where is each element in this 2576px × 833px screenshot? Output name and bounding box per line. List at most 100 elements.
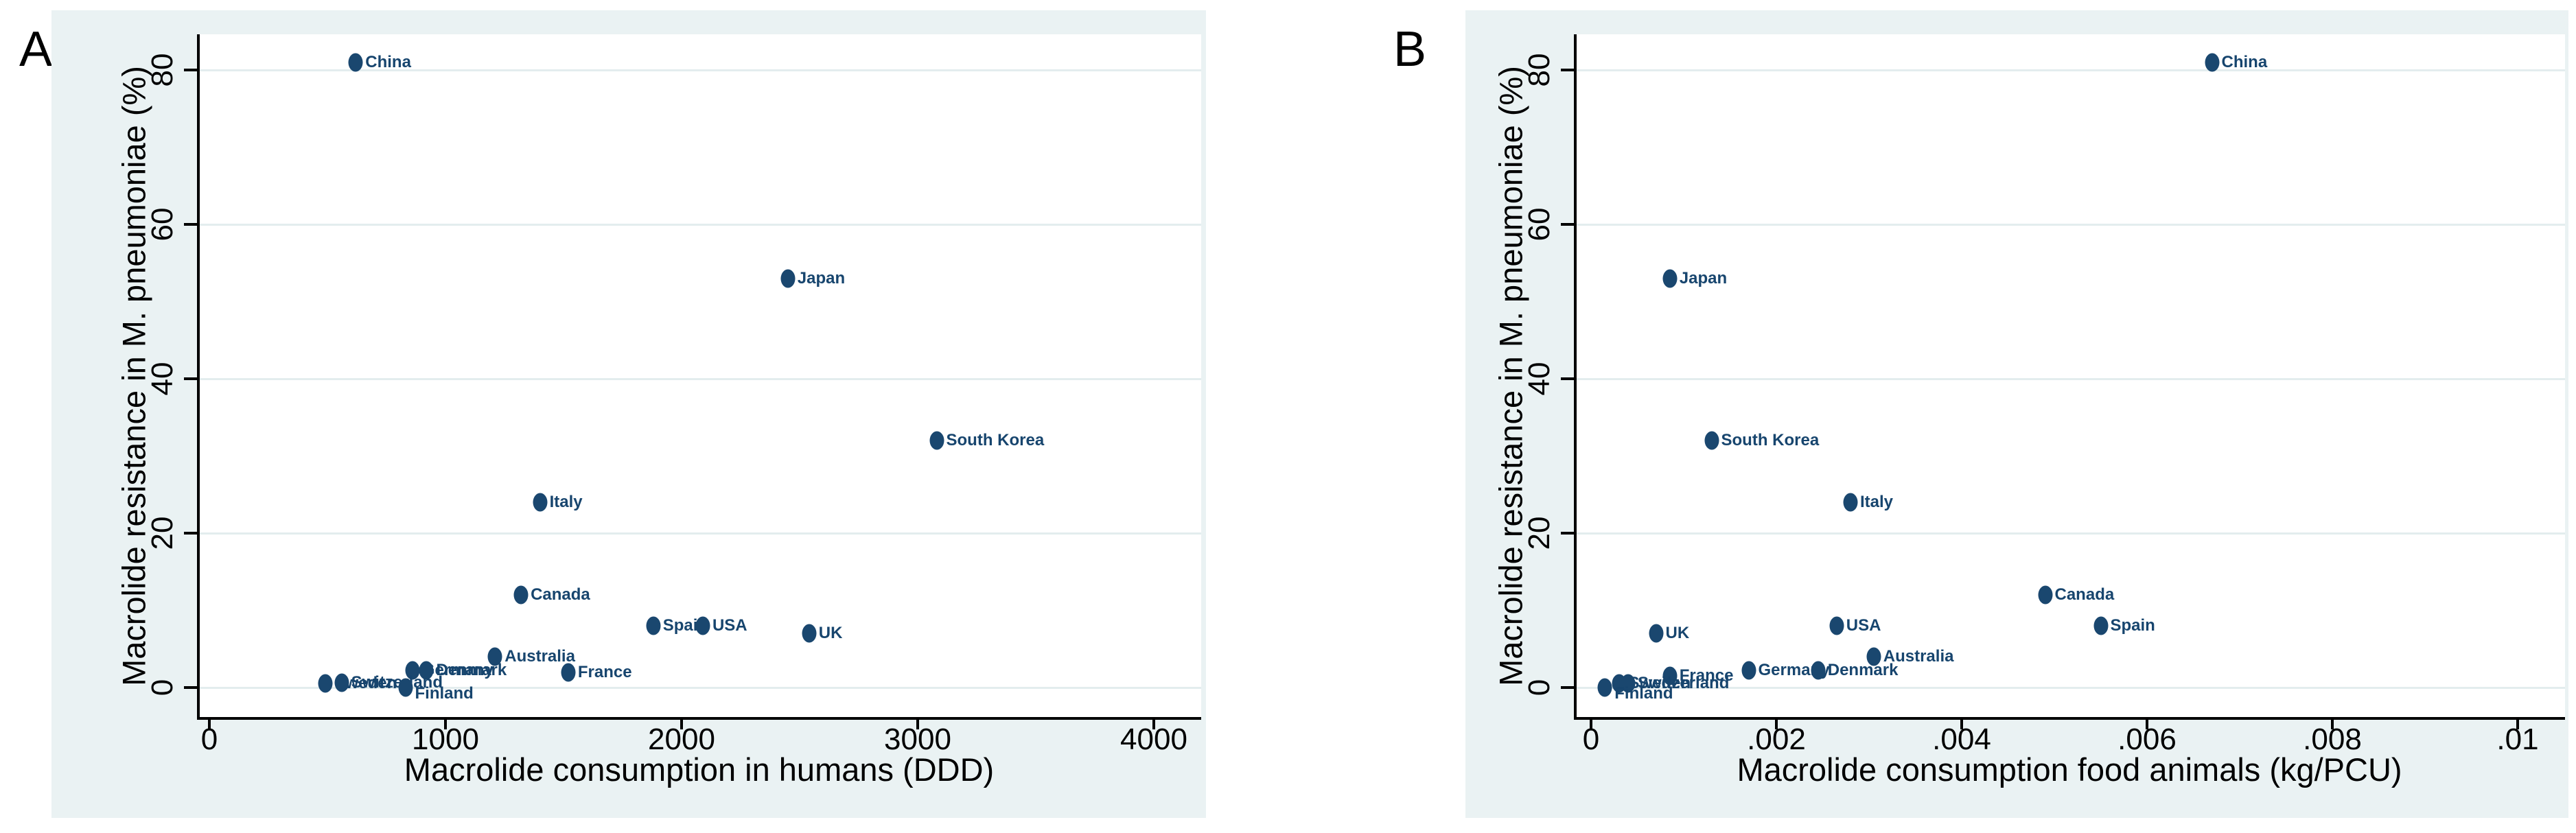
point-label-switzerland: Switzerland <box>1638 674 1730 693</box>
gridline-y-40 <box>1574 378 2565 380</box>
point-south-korea <box>1704 431 1719 450</box>
point-label-france: France <box>1679 666 1734 685</box>
point-germany <box>1741 661 1756 680</box>
x-tick-label-0: 0 <box>1582 723 1600 756</box>
x-tick-0 <box>1590 720 1592 729</box>
x-tick-label-4: .008 <box>2303 723 2362 756</box>
scatter-panel-b: Macrolide consumption food animals (kg/P… <box>1465 10 2568 818</box>
gridline-y-0 <box>1574 687 2565 689</box>
x-tick-label-2: .004 <box>1932 723 1991 756</box>
point-label-japan: Japan <box>1679 268 1728 288</box>
point-usa <box>695 616 710 635</box>
gridline-y-80 <box>197 69 1201 71</box>
y-axis-line <box>197 34 200 720</box>
gridline-y-60 <box>197 224 1201 226</box>
point-spain <box>646 616 661 635</box>
x-tick-3 <box>916 720 919 729</box>
scatter-panel-a: Macrolide consumption in humans (DDD) Ma… <box>51 10 1206 818</box>
y-tick-label-3: 60 <box>1522 207 1556 242</box>
point-label-germany: Germany <box>421 661 494 680</box>
x-tick-label-1: .002 <box>1747 723 1806 756</box>
gridline-y-0 <box>197 687 1201 689</box>
y-axis-line <box>1574 34 1577 720</box>
x-tick-0 <box>208 720 211 729</box>
point-label-uk: UK <box>1665 624 1690 643</box>
y-tick-label-4: 80 <box>1522 53 1556 87</box>
point-label-switzerland: Switzerland <box>351 673 443 692</box>
point-south-korea <box>929 431 944 450</box>
y-tick-label-1: 20 <box>1522 516 1556 550</box>
x-tick-label-3: .006 <box>2117 723 2177 756</box>
point-label-usa: USA <box>712 616 747 635</box>
point-label-australia: Australia <box>504 647 575 666</box>
panel-letter-b: B <box>1393 22 1427 77</box>
point-label-italy: Italy <box>1860 493 1894 511</box>
point-china <box>348 53 363 72</box>
gridline-y-60 <box>1574 224 2565 226</box>
point-germany <box>405 661 420 680</box>
y-tick-label-2: 40 <box>146 362 179 396</box>
point-label-usa: USA <box>1846 616 1881 635</box>
point-denmark <box>1811 661 1826 680</box>
y-tick-label-0: 0 <box>1522 679 1556 696</box>
y-tick-4 <box>1561 69 1574 71</box>
point-france <box>561 663 576 681</box>
x-tick-1 <box>1775 720 1778 729</box>
y-tick-0 <box>184 686 197 689</box>
y-tick-label-3: 60 <box>146 207 179 242</box>
x-axis-line <box>197 717 1201 720</box>
panel-b-x-axis-title: Macrolide consumption food animals (kg/P… <box>1737 751 2402 788</box>
point-uk <box>802 624 817 643</box>
point-label-canada: Canada <box>531 585 590 604</box>
y-tick-label-2: 40 <box>1522 362 1556 396</box>
panel-letter-a: A <box>19 22 53 77</box>
point-label-italy: Italy <box>549 493 583 511</box>
point-label-south-korea: South Korea <box>946 431 1045 449</box>
gridline-y-40 <box>197 378 1201 380</box>
point-japan <box>780 269 796 288</box>
point-label-sweden: Sweden <box>1628 674 1691 693</box>
point-finland <box>1597 678 1612 697</box>
x-tick-label-4: 4000 <box>1120 723 1187 756</box>
x-tick-2 <box>680 720 683 729</box>
point-japan <box>1662 269 1678 288</box>
x-tick-1 <box>444 720 447 729</box>
y-tick-2 <box>184 377 197 380</box>
x-tick-3 <box>2146 720 2148 729</box>
point-label-canada: Canada <box>2054 585 2115 604</box>
point-label-finland: Finland <box>415 684 474 703</box>
y-tick-label-1: 20 <box>146 516 179 550</box>
point-switzerland <box>1621 674 1636 693</box>
gridline-y-20 <box>1574 532 2565 535</box>
y-tick-2 <box>1561 377 1574 380</box>
y-tick-3 <box>184 223 197 226</box>
x-tick-4 <box>1152 720 1155 729</box>
y-tick-label-0: 0 <box>146 679 179 696</box>
y-tick-label-4: 80 <box>146 53 179 87</box>
plot-area <box>1574 34 2565 717</box>
y-tick-3 <box>1561 223 1574 226</box>
point-australia <box>487 647 502 666</box>
x-axis-line <box>1574 717 2565 720</box>
point-sweden <box>318 674 333 693</box>
point-italy <box>1843 493 1858 512</box>
point-label-australia: Australia <box>1883 647 1954 666</box>
point-denmark <box>419 661 434 680</box>
point-label-finland: Finland <box>1614 684 1673 703</box>
x-tick-2 <box>1960 720 1963 729</box>
y-tick-1 <box>184 532 197 535</box>
point-label-spain: Spain <box>2110 616 2155 635</box>
point-label-japan: Japan <box>797 268 846 288</box>
point-finland <box>398 678 413 697</box>
point-label-south-korea: South Korea <box>1721 431 1820 449</box>
y-tick-0 <box>1561 686 1574 689</box>
point-canada <box>2038 585 2052 605</box>
point-usa <box>1829 616 1844 635</box>
point-switzerland <box>334 673 349 692</box>
x-tick-4 <box>2331 720 2334 729</box>
point-australia <box>1866 647 1881 666</box>
x-tick-label-5: .01 <box>2496 723 2539 756</box>
x-tick-label-3: 3000 <box>884 723 951 756</box>
point-italy <box>533 493 548 512</box>
point-label-china: China <box>2221 52 2268 71</box>
